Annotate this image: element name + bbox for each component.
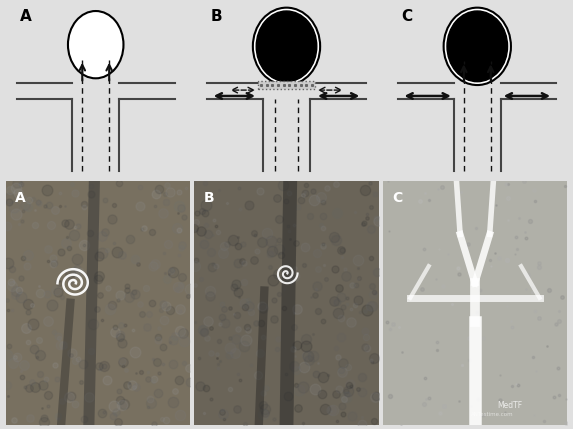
Ellipse shape xyxy=(256,11,317,82)
Ellipse shape xyxy=(253,8,320,85)
Text: ANTestime.com: ANTestime.com xyxy=(471,412,514,417)
Bar xyxy=(258,81,315,89)
Ellipse shape xyxy=(447,11,508,82)
Ellipse shape xyxy=(444,8,511,85)
Text: MedTF: MedTF xyxy=(497,401,522,410)
Text: A: A xyxy=(15,190,26,205)
Text: C: C xyxy=(392,190,402,205)
Ellipse shape xyxy=(68,11,123,79)
Text: A: A xyxy=(20,9,32,24)
Text: B: B xyxy=(211,9,222,24)
Text: B: B xyxy=(203,190,214,205)
Text: C: C xyxy=(402,9,413,24)
